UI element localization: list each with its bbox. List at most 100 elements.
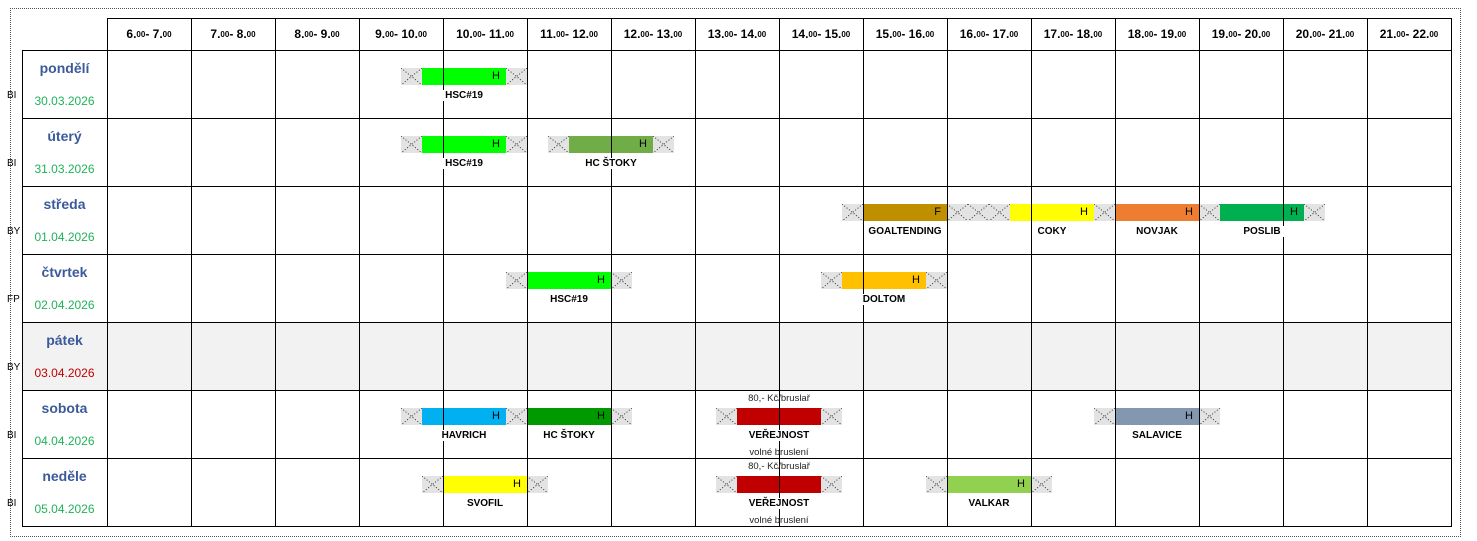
hour-to: - 15. xyxy=(817,27,842,41)
buffer-slot xyxy=(653,136,674,153)
hour-header: 9. 00- 10. 00 xyxy=(359,18,443,50)
grid-hline xyxy=(22,322,1452,323)
grid-vline xyxy=(779,18,780,526)
reservation-label: HSC#19 xyxy=(404,157,524,171)
minutes: 00 xyxy=(724,29,734,39)
grid-vline xyxy=(359,18,360,526)
minutes: 00 xyxy=(304,29,314,39)
grid-vline xyxy=(611,18,612,526)
reservation-block[interactable]: H xyxy=(443,476,527,493)
grid-vline xyxy=(1031,18,1032,526)
hour-header: 6. 00- 7. 00 xyxy=(107,18,191,50)
grid-hline xyxy=(22,254,1452,255)
reservation-name: HAVRICH xyxy=(438,430,490,441)
minutes: 00 xyxy=(673,29,683,39)
rink-code: BY xyxy=(7,226,21,237)
reservation-block[interactable]: H xyxy=(422,68,506,85)
hour-to: - 9. xyxy=(313,27,331,41)
day-name: pátek xyxy=(46,332,83,348)
minutes: 00 xyxy=(1228,29,1238,39)
minutes: 00 xyxy=(808,29,818,39)
buffer-slot xyxy=(611,272,632,289)
activity-note: volné bruslení xyxy=(749,447,809,458)
reservation-name: GOALTENDING xyxy=(865,226,945,237)
minutes: 00 xyxy=(892,29,902,39)
buffer-slot xyxy=(842,204,863,221)
reservation-block[interactable]: H xyxy=(422,408,506,425)
minutes: 00 xyxy=(1009,29,1019,39)
hour-from: 16. xyxy=(959,27,977,41)
day-name: neděle xyxy=(42,468,87,484)
hour-header: 20. 00- 21. 00 xyxy=(1283,18,1367,50)
buffer-slot xyxy=(401,68,422,85)
hour-to: - 8. xyxy=(229,27,247,41)
grid-hline xyxy=(22,390,1452,391)
buffer-slot xyxy=(422,476,443,493)
hour-to: - 7. xyxy=(145,27,163,41)
reservation-label: COKY xyxy=(992,225,1112,239)
hour-header: 10. 00- 11. 00 xyxy=(443,18,527,50)
grid-vline xyxy=(1199,18,1200,526)
hour-from: 10. xyxy=(456,27,473,41)
reservation-name: HC ŠTOKY xyxy=(582,158,640,169)
grid-vline xyxy=(947,18,948,526)
reservation-label: HC ŠTOKY xyxy=(551,157,671,171)
holiday-row-bg xyxy=(22,322,1452,390)
grid-vline xyxy=(443,18,444,526)
reservation-label: NOVJAK xyxy=(1097,225,1217,239)
hour-from: 14. xyxy=(791,27,809,41)
day-date: 05.04.2026 xyxy=(34,502,95,516)
hour-from: 17. xyxy=(1043,27,1061,41)
reservation-block[interactable]: H xyxy=(1010,204,1094,221)
buffer-slot xyxy=(506,136,527,153)
reservation-name: DOLTOM xyxy=(859,294,909,305)
reservation-block[interactable]: H xyxy=(527,272,611,289)
reservation-block[interactable]: H xyxy=(1115,204,1199,221)
activity-note: volné bruslení xyxy=(749,515,809,526)
hour-from: 20. xyxy=(1295,27,1313,41)
grid-hline xyxy=(22,526,1452,527)
minutes: 00 xyxy=(757,29,767,39)
hour-from: 7. xyxy=(210,27,221,41)
reservation-block[interactable]: H xyxy=(1220,204,1304,221)
buffer-slot xyxy=(401,408,422,425)
reservation-label: HAVRICH xyxy=(404,429,524,443)
buffer-slot xyxy=(947,204,968,221)
reservation-name: HSC#19 xyxy=(442,90,486,101)
hour-from: 9. xyxy=(375,27,386,41)
buffer-slot xyxy=(1094,204,1115,221)
reservation-block[interactable]: H xyxy=(1115,408,1199,425)
reservation-block[interactable]: H xyxy=(947,476,1031,493)
reservation-block[interactable]: H xyxy=(842,272,926,289)
rink-code: BI xyxy=(7,430,17,441)
hour-from: 12. xyxy=(623,27,641,41)
reservation-name: HC ŠTOKY xyxy=(540,430,598,441)
hour-to: - 14. xyxy=(733,27,758,41)
minutes: 00 xyxy=(1396,29,1406,39)
reservation-label: HC ŠTOKY xyxy=(509,429,629,443)
buffer-slot xyxy=(506,68,527,85)
buffer-slot xyxy=(1094,408,1115,425)
minutes: 00 xyxy=(385,29,394,39)
buffer-slot xyxy=(611,408,632,425)
day-date: 31.03.2026 xyxy=(34,162,95,176)
hour-to: - 17. xyxy=(985,27,1010,41)
grid-vline xyxy=(107,18,108,526)
hour-to: - 10. xyxy=(394,27,419,41)
reservation-name: NOVJAK xyxy=(1133,226,1181,237)
reservation-block[interactable]: H xyxy=(422,136,506,153)
reservation-name: VALKAR xyxy=(965,498,1013,509)
day-date: 03.04.2026 xyxy=(34,366,95,380)
day-date: 02.04.2026 xyxy=(34,298,95,312)
reservation-block[interactable]: F xyxy=(863,204,947,221)
reservation-name: SALAVICE xyxy=(1129,430,1185,441)
minutes: 00 xyxy=(841,29,851,39)
buffer-slot xyxy=(716,408,737,425)
reservation-block[interactable]: H xyxy=(527,408,611,425)
day-date: 30.03.2026 xyxy=(34,94,95,108)
rink-code: FP xyxy=(7,294,20,305)
reservation-name: POSLIB xyxy=(1240,226,1284,237)
day-name: středa xyxy=(43,196,86,212)
reservation-name: HSC#19 xyxy=(442,158,486,169)
hour-to: - 11. xyxy=(481,27,506,41)
